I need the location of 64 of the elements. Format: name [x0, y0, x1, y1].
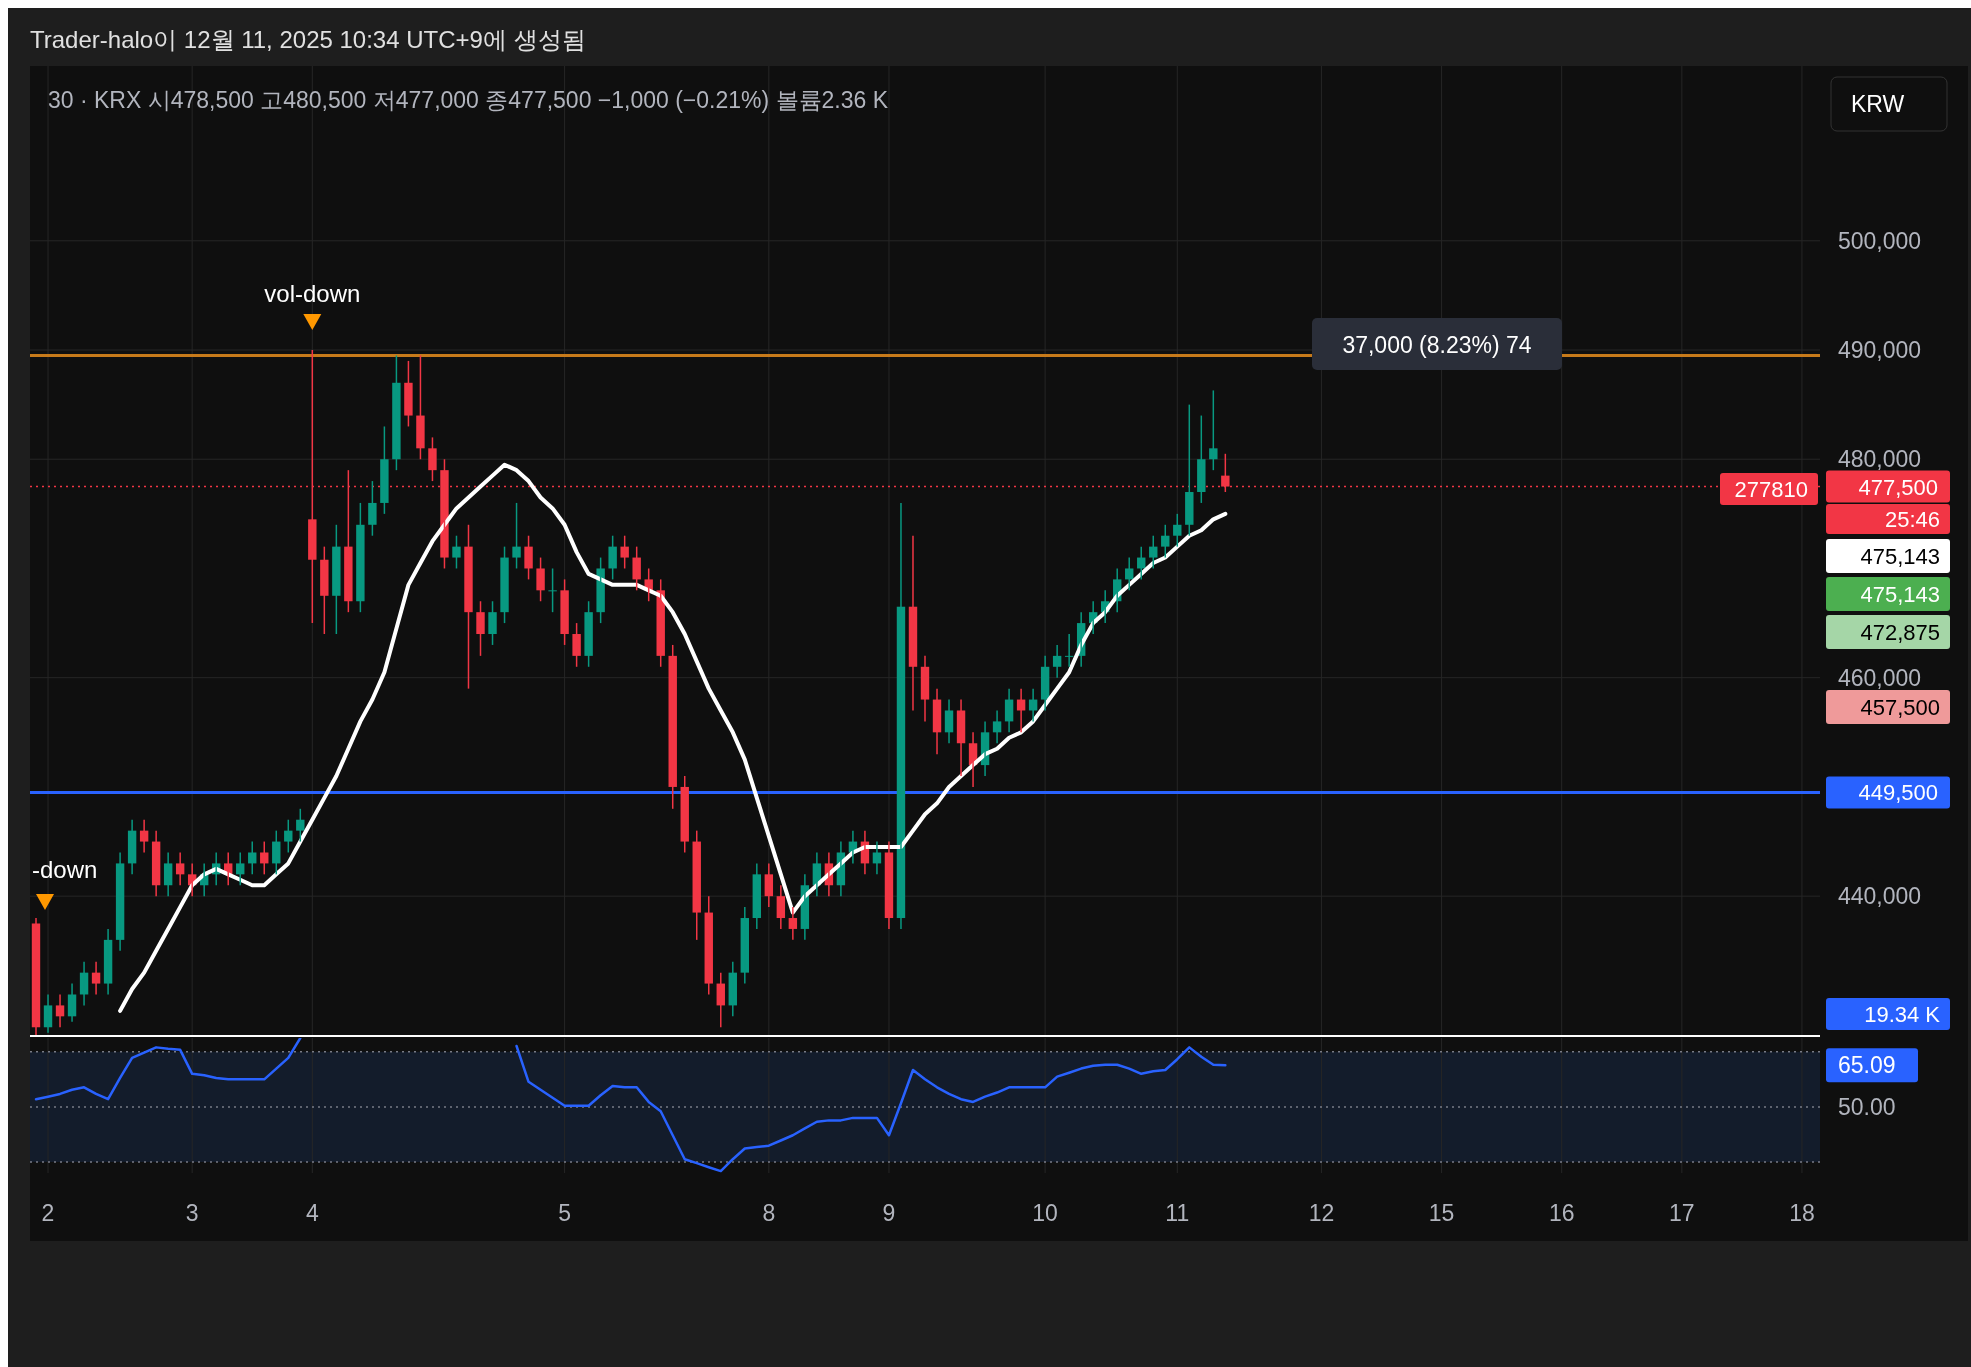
x-tick-label: 16 — [1548, 1200, 1575, 1226]
x-tick-label: 5 — [558, 1200, 571, 1226]
x-tick-label: 2 — [41, 1200, 55, 1226]
line-series — [118, 462, 1228, 1013]
text: 457,500 — [1860, 695, 1940, 720]
x-tick-label: 3 — [185, 1200, 199, 1226]
candlestick — [1185, 403, 1194, 537]
candlestick — [500, 545, 509, 624]
candlestick — [620, 534, 629, 570]
candlestick — [428, 436, 437, 482]
candlestick — [392, 354, 401, 471]
text: 472,875 — [1860, 620, 1940, 645]
candlestick — [548, 567, 557, 613]
candlestick — [560, 578, 569, 646]
candlestick — [452, 534, 461, 570]
y-tick-label: 480,000 — [1838, 446, 1922, 473]
candlestick — [608, 534, 617, 581]
text: 30 · KRX 시478,500 고480,500 저477,000 종477,500 −1,000 (−0.21%) 볼륨2.36 K — [48, 87, 889, 113]
text: KRW — [1851, 91, 1905, 117]
x-tick-label: 8 — [762, 1200, 776, 1226]
text: 475,143 — [1860, 582, 1940, 607]
candlestick — [320, 545, 329, 635]
candlestick — [356, 502, 365, 613]
x-tick-label: 18 — [1789, 1200, 1815, 1226]
candlestick — [464, 524, 473, 690]
y-tick-label: 440,000 — [1838, 883, 1922, 910]
x-tick-label: 11 — [1165, 1200, 1190, 1226]
annotation: 37,000 (8.23%) 74 — [1342, 332, 1532, 358]
x-tick-label: 9 — [882, 1200, 896, 1226]
candlestick — [416, 354, 425, 460]
x-tick-label: 17 — [1669, 1200, 1695, 1226]
candlestick — [296, 808, 305, 843]
candlestick — [1209, 389, 1218, 471]
candlestick — [1197, 414, 1206, 504]
candlestick — [572, 622, 581, 668]
candlestick — [404, 360, 413, 428]
ref-line-label: 449,500 — [1858, 780, 1938, 806]
x-tick-label: 4 — [305, 1200, 319, 1226]
chart-title: Trader-halo이 12월 11, 2025 10:34 UTC+9에 생성됨 — [30, 26, 586, 53]
candlestick — [488, 600, 497, 646]
annotation: -down — [32, 856, 98, 883]
x-tick-label: 10 — [1032, 1200, 1058, 1226]
candlestick — [368, 480, 377, 537]
text: 19.34 K — [1864, 1002, 1941, 1027]
x-tick-label: 12 — [1308, 1200, 1335, 1226]
candlestick — [632, 545, 641, 592]
text: 25:46 — [1884, 507, 1940, 532]
candlestick — [584, 600, 593, 668]
y-tick-label: 490,000 — [1838, 337, 1922, 364]
ref-line-label: 477,500 — [1858, 474, 1938, 500]
annotation: vol-down — [264, 280, 361, 308]
candlestick — [524, 534, 533, 581]
annotation: 277810 — [1734, 477, 1808, 502]
candlestick — [476, 600, 485, 657]
text: 475,143 — [1860, 544, 1940, 569]
candlestick — [512, 502, 521, 570]
y-tick-label: 460,000 — [1838, 664, 1922, 691]
candlestick — [536, 556, 545, 602]
y-tick-label: 500,000 — [1838, 227, 1922, 254]
candlestick — [332, 524, 341, 635]
y-tick-label: 65.09 — [1838, 1052, 1896, 1079]
x-tick-label: 15 — [1428, 1200, 1455, 1226]
y-tick-label: 50.00 — [1838, 1093, 1896, 1120]
candlestick — [380, 425, 389, 515]
